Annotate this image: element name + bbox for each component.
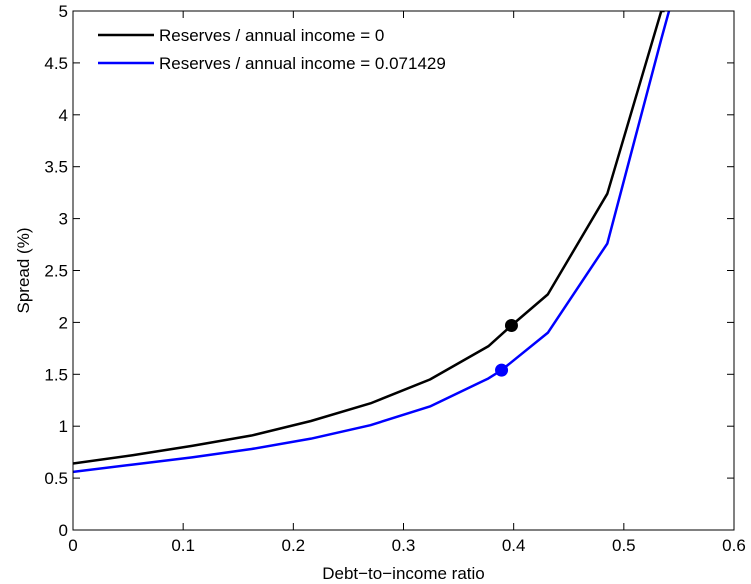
series-marker-0 xyxy=(504,319,518,333)
series-line-0 xyxy=(73,11,665,465)
y-axis-label: Spread (%) xyxy=(14,228,33,314)
legend: Reserves / annual income = 0 Reserves / … xyxy=(87,20,569,78)
legend-label-0: Reserves / annual income = 0 xyxy=(159,26,384,45)
y-tick-label: 4.5 xyxy=(44,54,68,73)
x-tick-label: 0 xyxy=(68,536,77,555)
legend-box xyxy=(87,20,569,78)
x-tick-label: 0.3 xyxy=(392,536,416,555)
y-tick-label: 2.5 xyxy=(44,262,68,281)
y-tick-label: 1 xyxy=(59,417,68,436)
x-tick-label: 0.6 xyxy=(722,536,746,555)
y-tick-label: 0 xyxy=(59,521,68,540)
legend-label-1: Reserves / annual income = 0.071429 xyxy=(159,54,446,73)
x-tick-label: 0.1 xyxy=(171,536,195,555)
y-tick-label: 0.5 xyxy=(44,469,68,488)
x-tick-label: 0.2 xyxy=(282,536,306,555)
x-tick-label: 0.4 xyxy=(502,536,526,555)
x-axis-label: Debt−to−income ratio xyxy=(322,564,485,583)
plot-area xyxy=(73,11,734,530)
y-tick-label: 2 xyxy=(59,313,68,332)
series-layer xyxy=(73,11,671,474)
y-axis-ticks: 0 0.5 1 1.5 2 2.5 3 3.5 4 4.5 5 xyxy=(44,2,734,540)
y-tick-label: 3 xyxy=(59,210,68,229)
y-tick-label: 5 xyxy=(59,2,68,21)
y-tick-label: 4 xyxy=(59,106,68,125)
x-axis-ticks: 0 0.1 0.2 0.3 0.4 0.5 0.6 xyxy=(68,11,746,555)
y-tick-label: 3.5 xyxy=(44,158,68,177)
series-line-1 xyxy=(73,11,671,474)
series-marker-1 xyxy=(495,363,509,377)
y-tick-label: 1.5 xyxy=(44,365,68,384)
x-tick-label: 0.5 xyxy=(612,536,636,555)
